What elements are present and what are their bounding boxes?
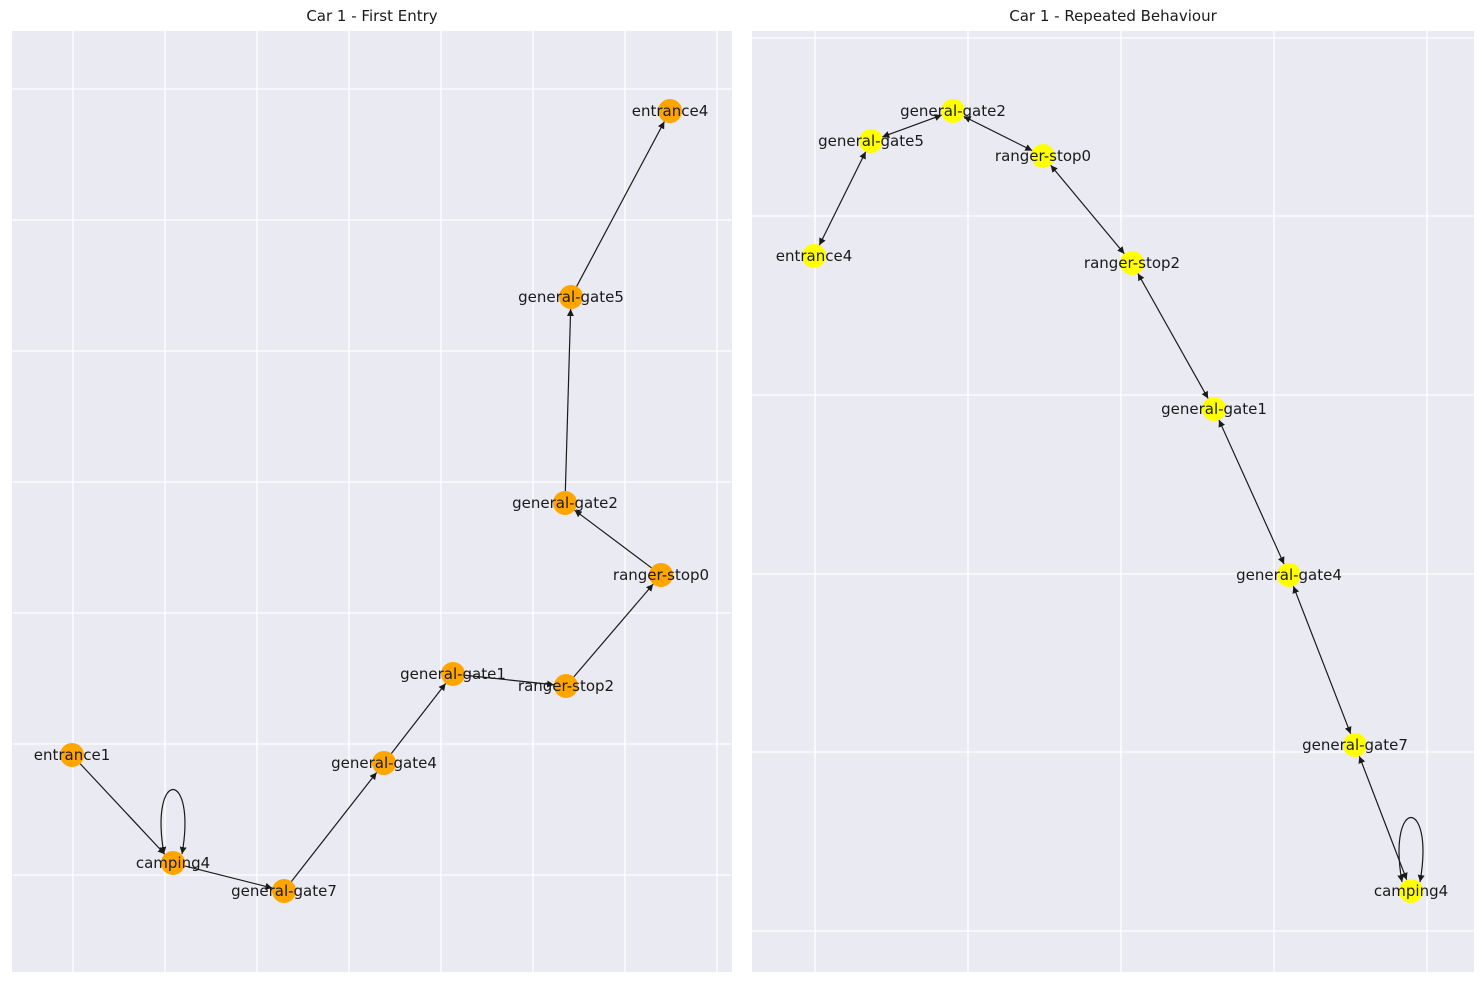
node-general-gate4 [372,751,396,775]
node-general-gate7 [1343,733,1367,757]
panel-title-repeated-behaviour: Car 1 - Repeated Behaviour [1009,7,1217,25]
node-ranger-stop2 [554,674,578,698]
node-label-entrance1: entrance1 [34,746,111,764]
edge-camping4-to-general-gate7 [184,865,273,890]
edge-ranger-stop2-to-ranger-stop0 [573,583,654,678]
node-label-camping4: camping4 [136,854,210,872]
node-label-ranger-stop0: ranger-stop0 [613,566,709,584]
node-label-general-gate5: general-gate5 [518,288,624,306]
node-label-entrance4: entrance4 [632,102,709,120]
edge-general-gate5-to-entrance4 [818,151,867,246]
node-ranger-stop0 [649,563,673,587]
edges [79,121,665,890]
node-label-general-gate4: general-gate4 [331,754,437,772]
node-label-ranger-stop0: ranger-stop0 [995,147,1091,165]
edge-general-gate2-to-general-gate5 [564,308,574,492]
node-label-general-gate5: general-gate5 [818,132,924,150]
edge-self-loop-camping4 [1397,817,1425,883]
node-general-gate1 [1202,397,1226,421]
panel-title-first-entry: Car 1 - First Entry [306,7,438,25]
edge-self-loop-camping4 [159,789,187,855]
edge-ranger-stop0-to-ranger-stop2 [1050,164,1125,255]
node-label-general-gate2: general-gate2 [900,102,1006,120]
node-label-ranger-stop2: ranger-stop2 [1084,254,1180,272]
node-camping4 [161,851,185,875]
node-general-gate2 [553,491,577,515]
node-label-camping4: camping4 [1374,882,1448,900]
node-label-general-gate2: general-gate2 [512,494,618,512]
node-general-gate2 [941,99,965,123]
node-label-general-gate1: general-gate1 [1161,400,1267,418]
node-general-gate5 [559,285,583,309]
node-label-general-gate7: general-gate7 [231,882,337,900]
node-entrance4 [802,244,826,268]
node-entrance4 [658,99,682,123]
node-camping4 [1399,879,1423,903]
node-label-entrance4: entrance4 [776,247,853,265]
edge-general-gate2-to-ranger-stop0 [963,115,1033,152]
node-entrance1 [60,743,84,767]
graph-panel-right: general-gate2 general-gate5 ranger-stop0 en… [752,31,1474,972]
edge-entrance1-to-camping4 [79,763,166,855]
edge-general-gate4-to-general-gate1 [390,683,447,754]
edge-general-gate5-to-entrance4 [576,121,665,287]
nodes [60,99,682,903]
node-ranger-stop0 [1031,144,1055,168]
edge-ranger-stop0-to-general-gate2 [574,509,652,569]
node-label-general-gate4: general-gate4 [1236,566,1342,584]
node-general-gate1 [441,662,465,686]
edge-general-gate4-to-general-gate7 [1292,585,1352,735]
node-label-ranger-stop2: ranger-stop2 [518,677,614,695]
node-general-gate7 [272,879,296,903]
node-labels: general-gate2 general-gate5 ranger-stop0 en… [776,102,1448,900]
node-ranger-stop2 [1120,251,1144,275]
axes-background [752,31,1474,972]
edge-general-gate1-to-general-gate4 [1218,419,1285,565]
node-general-gate5 [859,129,883,153]
edge-general-gate1-to-ranger-stop2 [464,674,555,688]
edge-general-gate7-to-general-gate4 [290,772,378,882]
edge-ranger-stop2-to-general-gate1 [1137,273,1209,399]
graph-panel-left: entrance1 camping4 general-gate7 general-ga… [12,31,732,972]
node-labels: entrance1 camping4 general-gate7 general-ga… [34,102,709,900]
node-label-general-gate1: general-gate1 [400,665,506,683]
node-general-gate4 [1277,563,1301,587]
edge-general-gate2-to-general-gate5 [882,114,942,138]
node-label-general-gate7: general-gate7 [1302,736,1408,754]
edges [818,114,1425,883]
axes-background [12,31,732,972]
nodes [802,99,1423,903]
